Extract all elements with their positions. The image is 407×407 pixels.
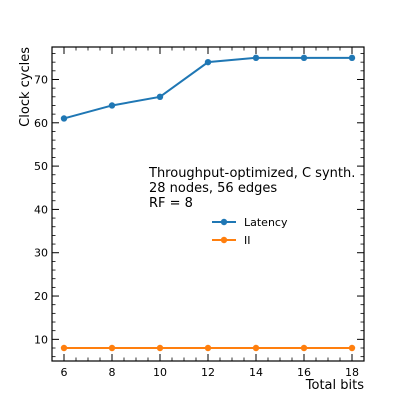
data-point-ii [204,344,212,352]
x-tick-label: 16 [297,366,311,379]
legend: Latency II [212,216,288,247]
x-tick-label: 8 [109,366,116,379]
y-tick-label: 70 [34,73,48,86]
data-point-latency [60,115,68,122]
y-tick-label: 20 [34,290,48,303]
annotation-line-3: RF = 8 [149,196,193,211]
data-point-ii [300,344,308,352]
x-axis-label: Total bits [305,378,364,393]
y-tick-label: 50 [34,160,48,173]
y-tick-labels: 10 20 30 40 50 60 70 [34,73,48,346]
y-tick-label: 10 [34,333,48,346]
data-point-latency [156,93,164,101]
data-point-latency [204,58,212,66]
x-tick-label: 14 [249,366,263,379]
y-tick-label: 60 [34,117,48,130]
x-tick-labels: 6 8 10 12 14 16 18 [61,366,360,379]
series-line-latency [63,56,352,120]
y-tick-label: 40 [34,203,48,216]
data-point-ii [156,344,164,352]
data-point-latency [348,54,356,62]
x-tick-label: 18 [345,366,359,379]
data-point-latency [300,54,308,62]
legend-marker-latency [220,218,228,226]
y-tick-label: 30 [34,247,48,260]
annotation-line-1: Throughput-optimized, C synth. [148,166,355,181]
y-axis-label: Clock cycles [18,47,33,127]
x-tick-label: 10 [153,366,167,379]
minor-ticks [51,47,365,361]
data-point-latency [108,102,116,109]
x-tick-label: 6 [61,366,68,379]
data-point-ii [252,344,260,352]
data-point-latency [252,54,260,62]
annotation-line-2: 28 nodes, 56 edges [149,181,277,196]
x-tick-label: 12 [201,366,215,379]
legend-label-ii: II [244,234,251,247]
plot-frame [51,46,365,362]
series-layer [60,54,356,352]
legend-label-latency: Latency [244,216,288,229]
data-point-ii [60,344,68,352]
data-point-ii [108,344,116,352]
data-point-ii [348,344,356,352]
legend-marker-ii [220,236,228,244]
major-ticks [52,47,364,361]
